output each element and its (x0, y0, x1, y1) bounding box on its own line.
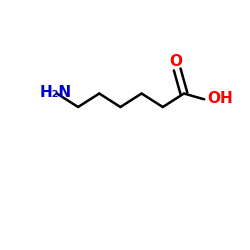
Text: OH: OH (207, 91, 233, 106)
Text: O: O (169, 54, 182, 69)
Text: H₂N: H₂N (40, 85, 72, 100)
